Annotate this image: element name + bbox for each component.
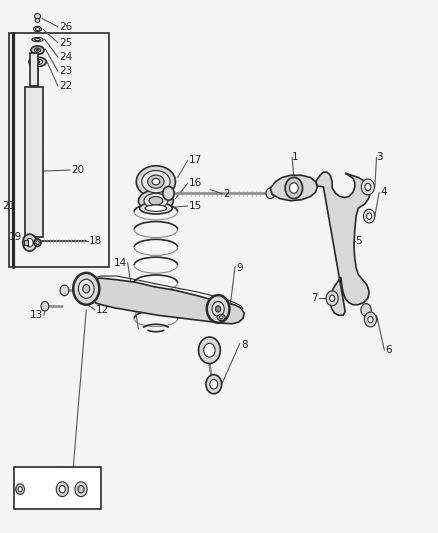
Circle shape [73,273,99,305]
Text: 26: 26 [59,22,73,32]
Bar [9,33,110,266]
Ellipse shape [138,190,173,212]
Circle shape [163,187,174,200]
Ellipse shape [35,13,41,19]
Ellipse shape [219,316,223,319]
Circle shape [16,484,25,495]
Text: 2: 2 [223,189,230,199]
Circle shape [83,285,90,293]
Text: 10: 10 [18,467,31,477]
Text: 11: 11 [137,288,150,298]
Polygon shape [78,278,244,324]
Circle shape [41,302,49,311]
Ellipse shape [217,314,225,320]
Circle shape [206,375,222,394]
Ellipse shape [142,171,170,193]
Text: 3: 3 [377,152,383,162]
Text: 25: 25 [59,38,73,48]
Circle shape [204,343,215,357]
Ellipse shape [136,166,176,198]
Ellipse shape [149,197,163,205]
Circle shape [60,285,69,296]
Circle shape [285,177,303,199]
Text: 5: 5 [355,236,361,246]
Text: 1: 1 [292,152,299,161]
Ellipse shape [34,26,42,31]
Circle shape [78,486,84,493]
Ellipse shape [31,46,44,54]
Circle shape [367,213,372,219]
Circle shape [368,317,373,322]
Text: 4: 4 [380,187,387,197]
Text: 15: 15 [188,201,202,211]
Ellipse shape [32,37,43,42]
Text: 21: 21 [2,200,15,211]
Circle shape [198,337,220,364]
Ellipse shape [145,205,167,212]
Bar [14,467,101,510]
Polygon shape [270,175,318,201]
Text: 24: 24 [59,52,73,62]
Ellipse shape [35,38,40,41]
Bar [25,240,28,245]
Text: 6: 6 [385,345,392,356]
Circle shape [361,304,371,317]
Ellipse shape [35,60,40,63]
Text: 17: 17 [188,156,202,165]
Ellipse shape [35,27,40,30]
Circle shape [290,183,298,193]
Circle shape [329,295,335,302]
Ellipse shape [32,59,43,64]
Text: 20: 20 [71,165,84,175]
Text: 18: 18 [88,236,102,246]
Text: 6: 6 [235,312,241,322]
Text: 14: 14 [113,258,127,268]
Circle shape [207,295,230,322]
Polygon shape [316,172,371,316]
Ellipse shape [34,239,41,246]
Bar [25,87,43,237]
Circle shape [365,183,371,191]
Text: 12: 12 [96,305,109,315]
Circle shape [364,209,375,223]
Text: 13: 13 [30,310,43,320]
Bar [30,53,39,86]
Ellipse shape [36,241,39,245]
Text: 7: 7 [311,293,318,303]
Circle shape [78,279,94,298]
Ellipse shape [144,193,168,208]
Text: 23: 23 [59,67,73,76]
Circle shape [26,238,33,247]
Ellipse shape [35,19,40,22]
Text: 19: 19 [9,232,22,243]
Circle shape [18,487,22,492]
Text: 22: 22 [59,81,73,91]
Ellipse shape [148,175,164,188]
Circle shape [364,312,377,327]
Circle shape [59,486,65,493]
Circle shape [212,302,224,317]
Circle shape [56,482,68,497]
Ellipse shape [29,57,46,67]
Circle shape [326,291,338,306]
Ellipse shape [36,50,39,51]
Ellipse shape [140,203,172,214]
Circle shape [23,234,37,251]
Circle shape [361,179,374,195]
Circle shape [215,306,221,312]
Circle shape [75,482,87,497]
Text: 9: 9 [236,263,243,272]
Text: 8: 8 [241,340,247,350]
Circle shape [210,379,218,389]
Text: 16: 16 [188,178,202,188]
Ellipse shape [152,179,160,185]
Circle shape [266,188,275,199]
Ellipse shape [35,48,41,52]
